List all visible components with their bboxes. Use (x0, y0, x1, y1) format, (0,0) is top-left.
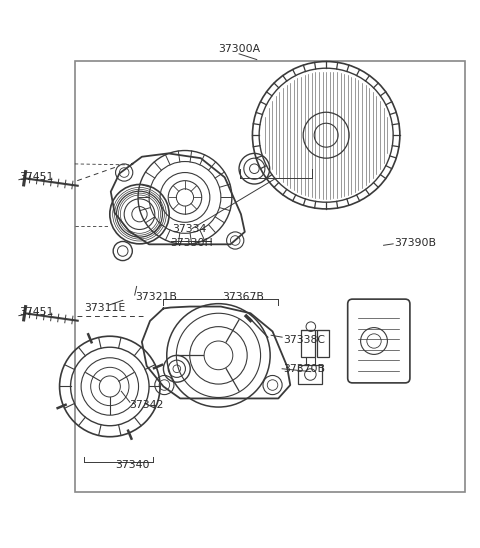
Text: 37334: 37334 (172, 225, 206, 235)
Bar (299, 365, 323, 384)
Bar (75, 61, 465, 492)
Text: 37340: 37340 (116, 460, 150, 470)
Text: 37338C: 37338C (283, 335, 325, 345)
Text: 37321B: 37321B (136, 292, 178, 302)
Bar (301, 330, 315, 357)
Text: 37330H: 37330H (170, 238, 213, 248)
Text: 37311E: 37311E (84, 302, 126, 312)
Text: 37342: 37342 (129, 400, 163, 410)
Bar (317, 330, 328, 357)
Text: 37370B: 37370B (283, 364, 325, 374)
Text: 37451: 37451 (19, 307, 53, 317)
Text: 37451: 37451 (19, 172, 53, 182)
Text: 37390B: 37390B (394, 238, 436, 248)
Text: 37300A: 37300A (218, 44, 260, 54)
Text: 37367B: 37367B (222, 292, 264, 302)
